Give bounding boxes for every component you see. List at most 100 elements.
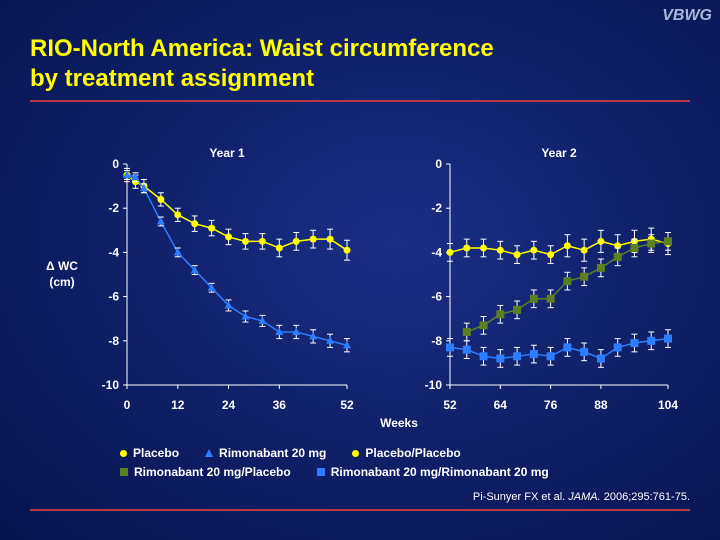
- legend-label-rimonabant: Rimonabant 20 mg: [219, 446, 327, 460]
- y-axis-label: Δ WC: [46, 259, 78, 273]
- data-point: [563, 277, 572, 286]
- data-point: [191, 220, 199, 228]
- x-tick-label: 36: [273, 398, 287, 412]
- data-point: [190, 265, 199, 274]
- data-point: [241, 237, 249, 245]
- vbwg-logo: VBWG: [662, 7, 712, 24]
- data-point: [580, 347, 589, 356]
- legend-item-placebo-placebo: Placebo/Placebo: [352, 446, 461, 460]
- data-point: [496, 354, 505, 363]
- data-point: [292, 237, 300, 245]
- y-tick-label: -6: [108, 290, 119, 304]
- x-tick-label: 64: [494, 398, 508, 412]
- data-point: [139, 183, 148, 192]
- data-point: [479, 352, 488, 361]
- data-point: [241, 311, 250, 320]
- legend-triangle-blue-icon: [205, 449, 214, 457]
- legend-item-placebo: Placebo: [120, 446, 179, 460]
- data-point: [597, 237, 605, 245]
- data-point: [529, 350, 538, 359]
- data-point: [292, 327, 301, 335]
- data-point: [630, 243, 639, 252]
- data-point: [479, 321, 488, 330]
- y-axis-label: (cm): [49, 275, 74, 289]
- y-tick-label: -8: [431, 334, 442, 348]
- data-point: [275, 327, 284, 335]
- data-point: [530, 246, 538, 254]
- legend-label-rimo-placebo: Rimonabant 20 mg/Placebo: [134, 465, 291, 479]
- data-point: [647, 336, 656, 345]
- y-tick-label: -10: [102, 378, 120, 392]
- data-point: [446, 343, 454, 352]
- y-tick-label: 0: [435, 157, 442, 171]
- slide-title-line-2: by treatment assignment: [30, 65, 315, 92]
- data-point: [513, 251, 521, 259]
- data-point: [131, 172, 140, 181]
- y-tick-label: -10: [425, 378, 443, 392]
- legend-square-blue-icon: [316, 468, 325, 476]
- data-point: [258, 316, 267, 324]
- data-point: [258, 237, 266, 245]
- legend-label-placebo: Placebo: [133, 446, 180, 460]
- y-tick-label: -8: [108, 334, 119, 348]
- data-point: [580, 272, 589, 281]
- data-point: [173, 247, 182, 256]
- data-point: [462, 327, 471, 336]
- data-point: [343, 246, 351, 254]
- x-tick-label: 52: [443, 398, 457, 412]
- data-point: [529, 294, 538, 303]
- legend-circle-yellow-icon: [352, 449, 360, 457]
- footer-divider: [30, 509, 690, 511]
- x-tick-label: 0: [124, 398, 131, 412]
- legend-label-placebo-placebo: Placebo/Placebo: [365, 446, 461, 460]
- legend-circle-yellow-icon: [120, 449, 127, 457]
- y-tick-label: -2: [108, 201, 119, 215]
- data-point: [513, 305, 522, 314]
- data-point: [580, 246, 588, 254]
- data-point: [546, 294, 555, 303]
- y-tick-label: -2: [431, 201, 442, 215]
- legend-item-rimo-placebo: Rimonabant 20 mg/Placebo: [120, 465, 291, 479]
- citation-authors: Pi-Sunyer FX et al.: [472, 491, 566, 503]
- data-point: [463, 244, 471, 252]
- data-point: [563, 242, 571, 250]
- data-point: [664, 237, 672, 246]
- x-tick-label: 88: [594, 398, 608, 412]
- data-point: [596, 263, 605, 272]
- x-tick-label: 52: [340, 398, 354, 412]
- data-point: [343, 340, 351, 349]
- citation-journal: JAMA.: [568, 491, 601, 503]
- data-point: [630, 339, 639, 348]
- data-point: [207, 283, 216, 291]
- data-point: [446, 248, 454, 256]
- panel-title: Year 1: [209, 146, 245, 160]
- slide-title-line-1: RIO-North America: Waist circumference: [30, 35, 494, 62]
- data-point: [563, 343, 572, 352]
- data-point: [546, 352, 555, 361]
- data-point: [613, 252, 622, 261]
- data-point: [208, 224, 216, 232]
- data-point: [480, 244, 488, 252]
- y-tick-label: -4: [431, 245, 442, 259]
- legend-row-1: Placebo Rimonabant 20 mg Placebo/Placebo: [120, 446, 487, 460]
- legend-item-rimonabant: Rimonabant 20 mg: [205, 446, 326, 460]
- x-tick-label: 104: [658, 398, 678, 412]
- data-point: [157, 195, 165, 203]
- citation-details: 2006;295:761-75.: [603, 491, 690, 503]
- data-point: [664, 334, 672, 343]
- data-point: [123, 170, 131, 179]
- y-tick-label: 0: [112, 157, 119, 171]
- data-point: [309, 235, 317, 243]
- data-point: [225, 233, 233, 241]
- y-tick-label: -4: [108, 245, 119, 259]
- legend-label-rimo-rimo: Rimonabant 20 mg/Rimonabant 20 mg: [330, 465, 549, 479]
- data-point: [596, 354, 605, 363]
- panel-title: Year 2: [541, 146, 577, 160]
- data-point: [496, 310, 505, 319]
- data-point: [156, 216, 165, 225]
- data-point: [275, 244, 283, 252]
- x-tick-label: 24: [222, 398, 236, 412]
- legend-row-2: Rimonabant 20 mg/Placebo Rimonabant 20 m…: [120, 465, 575, 479]
- x-axis-label: Weeks: [380, 416, 418, 430]
- citation: Pi-Sunyer FX et al. JAMA. 2006;295:761-7…: [473, 491, 690, 503]
